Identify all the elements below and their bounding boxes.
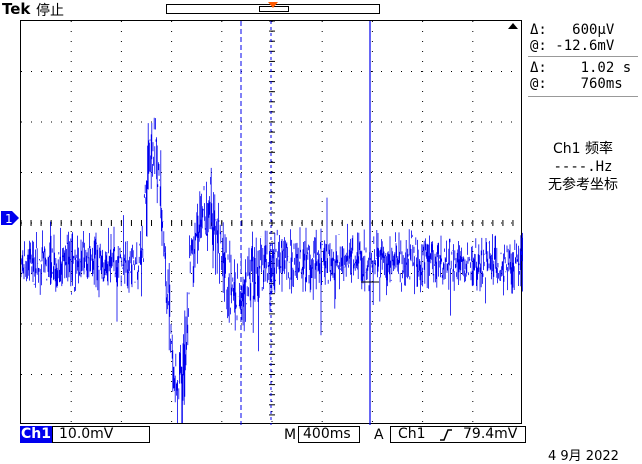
ch1-ground-marker[interactable]: 1: [0, 210, 20, 226]
trigger-level-icon: [508, 23, 518, 29]
ch1-waveform: [21, 117, 523, 423]
time-delta-readout: Δ: 1.02 s: [530, 60, 632, 76]
readout-separator: [528, 56, 638, 57]
frequency-measurement[interactable]: Ch1 频率 ----.Hz 无参考坐标: [528, 140, 638, 194]
status-bar: Tek 停止: [0, 0, 642, 19]
amplitude-delta-readout: Δ: 600µV: [530, 22, 615, 38]
readout-separator: [528, 96, 638, 97]
channel-tag[interactable]: Ch1: [20, 426, 52, 443]
measurement-value: ----.Hz: [553, 159, 613, 175]
measurement-note: 无参考坐标: [548, 177, 618, 193]
ch1-trace: [21, 117, 523, 423]
brand-logo: Tek: [2, 0, 31, 18]
measurement-title: Ch1 频率: [552, 141, 613, 157]
acquisition-state: 停止: [36, 3, 64, 19]
ch1-marker-label: 1: [5, 212, 13, 226]
time-at-readout: @: 760ms: [530, 76, 623, 92]
amplitude-at-readout: @: -12.6mV: [530, 38, 615, 54]
trigger-mode-label: A: [374, 427, 384, 443]
settings-bar: Ch1 10.0mV M 400ms A Ch1 79.4mV: [0, 425, 642, 443]
trigger-level: 79.4mV: [463, 426, 518, 442]
time-per-div[interactable]: 400ms: [298, 426, 360, 443]
trigger-settings[interactable]: Ch1 79.4mV: [390, 426, 526, 443]
waveform-display[interactable]: [20, 20, 523, 425]
trigger-source: Ch1: [398, 426, 426, 442]
date-readout: 4 9月 2022: [548, 449, 619, 464]
main-timebase-label: M: [284, 427, 297, 443]
waveform-graticule: [21, 21, 523, 425]
rising-edge-icon: [440, 429, 452, 441]
volts-per-div[interactable]: 10.0mV: [52, 426, 150, 443]
trigger-position-icon[interactable]: [268, 2, 278, 8]
